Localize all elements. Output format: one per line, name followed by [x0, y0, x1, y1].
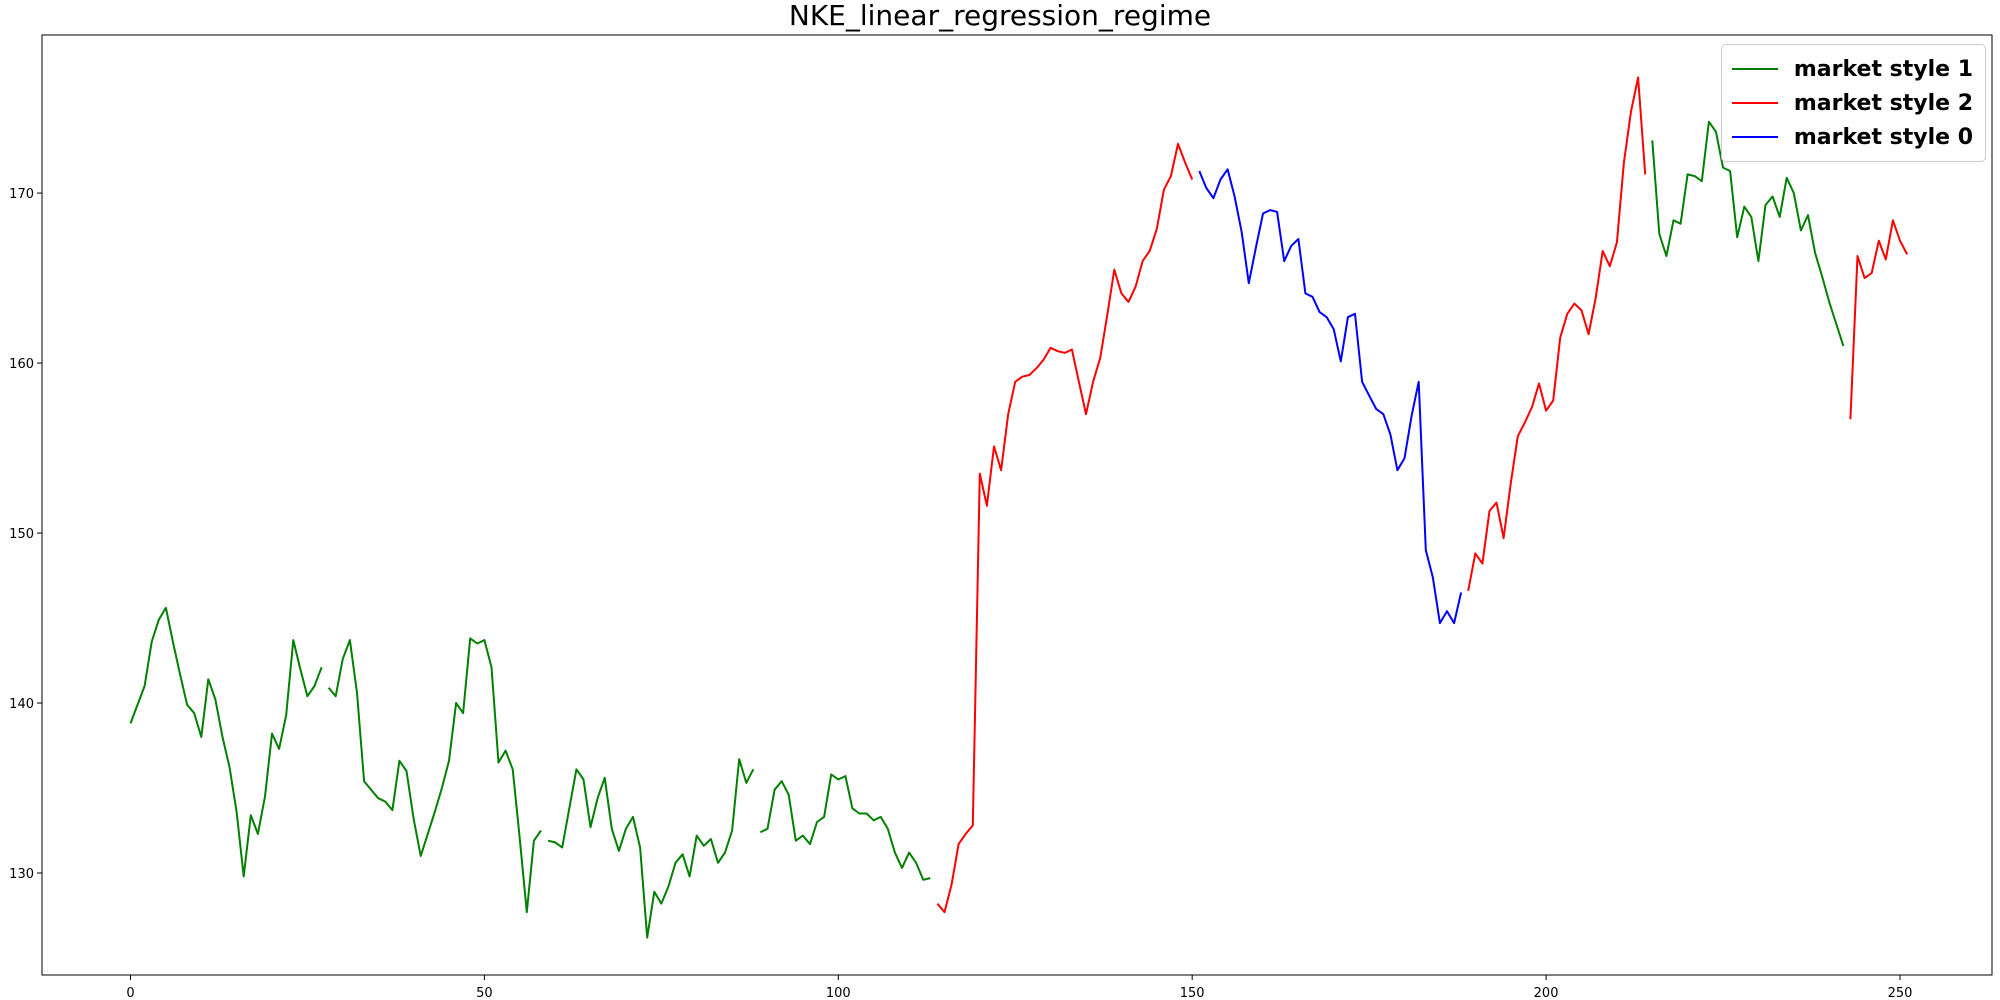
series-layer [129, 76, 1908, 939]
legend-label: market style 2 [1793, 90, 1973, 116]
chart-title: NKE_linear_regression_regime [788, 0, 1212, 32]
x-tick-label: 0 [126, 986, 134, 1000]
plot-area [42, 35, 1992, 975]
series-line-market-style-2-segment-4 [936, 142, 1194, 914]
series-line-market-style-2-segment-6 [1467, 76, 1647, 591]
series-line-market-style-2-segment-8 [1849, 219, 1908, 420]
tick-layer: 0 50 100 150 200 250 130 140 150 160 170 [9, 187, 1912, 1000]
legend-item-market-style-1: market style 1 [1731, 52, 1973, 86]
series-line-market-style-1-segment-0 [129, 606, 323, 878]
legend-swatch [1731, 136, 1778, 138]
y-tick-label: 170 [9, 187, 34, 202]
x-tick-label: 100 [826, 986, 851, 1000]
series-line-market-style-1-segment-2 [547, 758, 755, 939]
series-line-market-style-0-segment-5 [1198, 168, 1463, 625]
plot-frame [41, 34, 1993, 976]
x-tick-label: 200 [1534, 986, 1559, 1000]
series-line-market-style-1-segment-1 [327, 637, 542, 914]
legend-label: market style 0 [1793, 124, 1973, 150]
legend: market style 1 market style 2 market sty… [1720, 44, 1986, 162]
y-tick-label: 160 [9, 357, 34, 372]
y-tick-label: 150 [9, 527, 34, 542]
legend-label: market style 1 [1793, 56, 1973, 82]
y-tick-label: 130 [9, 867, 34, 882]
legend-swatch [1731, 102, 1778, 104]
series-line-market-style-1-segment-3 [759, 773, 931, 881]
x-tick-label: 150 [1180, 986, 1205, 1000]
x-tick-label: 250 [1888, 986, 1913, 1000]
legend-swatch [1731, 68, 1778, 70]
series-line-market-style-1-segment-7 [1651, 120, 1845, 347]
y-tick-label: 140 [9, 697, 34, 712]
legend-item-market-style-0: market style 0 [1731, 120, 1973, 154]
x-tick-label: 50 [476, 986, 493, 1000]
legend-item-market-style-2: market style 2 [1731, 86, 1973, 120]
